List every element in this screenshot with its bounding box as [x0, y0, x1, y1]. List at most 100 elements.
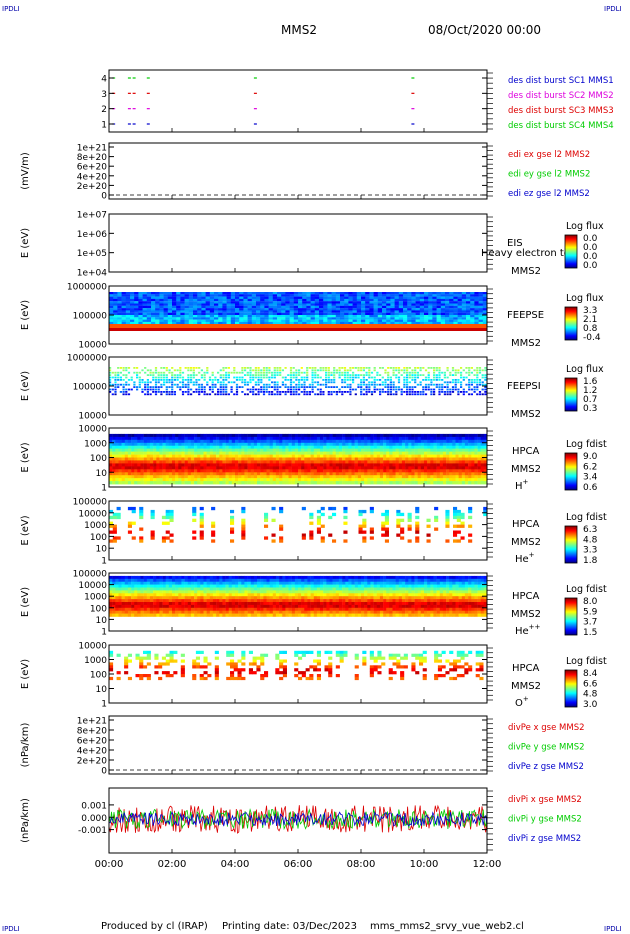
hpca-he2-charge: ++	[529, 623, 541, 631]
hpca-o-spacecraft: MMS2	[511, 681, 541, 692]
hpca-o-colorbar-tick-0: 8.4	[583, 669, 598, 679]
des-dist-legend-0: des dist burst SC1 MMS1	[508, 76, 614, 86]
divpi-legend-1: divPi y gse MMS2	[508, 815, 582, 825]
hpca-h-ytick-label-0: 1	[101, 484, 107, 494]
hpca-o-instrument: HPCA	[512, 663, 540, 674]
x-tick-label-3: 06:00	[284, 859, 313, 870]
hpca-o-ylabel: E (eV)	[20, 659, 31, 689]
hpca-he2-ytick-label-2: 100	[90, 604, 107, 614]
hpca-he1-colorbar-tick-0: 6.3	[583, 525, 597, 535]
hpca-he2-ytick-label-5: 100000	[73, 570, 108, 580]
hpca-he1-colorbar	[564, 525, 578, 564]
edi-legend-0: edi ex gse l2 MMS2	[508, 150, 590, 160]
x-tick-label-4: 08:00	[347, 859, 376, 870]
eis-ylabel: E (eV)	[20, 228, 31, 258]
des-dist-ytick-label-0: 1	[101, 121, 107, 131]
hpca-o-charge: +	[523, 695, 529, 703]
hpca-he1-ytick-label-4: 10000	[78, 509, 107, 519]
panel-hpca-h: 1 10 100 1000 10000 E (eV) HPCA MMS2 H+ Log fdist…	[20, 425, 607, 494]
hpca-he2-ytick-label-4: 10000	[78, 581, 107, 591]
feepse-colorbar-title: Log flux	[566, 293, 604, 304]
footer-printing-date: Printing date: 03/Dec/2023	[222, 921, 358, 932]
feepsi-frame	[108, 356, 488, 416]
eis-ytick-label-2: 1e+06	[77, 230, 108, 240]
divpe-legend-0: divPe x gse MMS2	[508, 723, 585, 733]
corner-label-top-right: IPDLI	[604, 5, 622, 13]
hpca-he1-colorbar-title: Log fdist	[566, 512, 607, 523]
hpca-he2-ytick-label-0: 1	[101, 628, 107, 638]
panel-hpca-o: 1 10 100 1000 10000 E (eV) HPCA MMS2 O+ Log fdist…	[20, 642, 607, 711]
divpi-series-0	[108, 804, 488, 834]
hpca-he2-colorbar	[564, 597, 578, 636]
header-spacecraft: MMS2	[281, 23, 317, 37]
hpca-h-charge: +	[523, 478, 529, 486]
divpe-legend-2: divPe z gse MMS2	[508, 762, 584, 772]
feepse-ytick-label-0: 10000	[78, 341, 107, 351]
des-dist-legend-1: des dist burst SC2 MMS2	[508, 91, 614, 101]
hpca-o-ytick-label-1: 10	[96, 685, 108, 695]
feepsi-colorbar-title: Log flux	[566, 364, 604, 375]
edi-ytick-label-2: 4e+20	[77, 172, 108, 182]
feepse-colorbar-tick-2: 0.8	[583, 324, 598, 334]
feepsi-colorbar-tick-2: 0.7	[583, 395, 597, 405]
hpca-o-ytick-label-3: 1000	[84, 656, 107, 666]
divpi-legend-2: divPi z gse MMS2	[508, 834, 581, 844]
hpca-o-colorbar	[564, 669, 578, 708]
hpca-he2-colorbar-tick-1: 5.9	[583, 607, 598, 617]
panel-eis: 1e+04 1e+05 1e+06 1e+07 E (eV) EIS MMS2 Heavy e…	[20, 211, 604, 279]
divpi-ytick-label-0: -0.001	[78, 826, 107, 836]
divpe-ytick-label-2: 4e+20	[77, 747, 108, 757]
hpca-he1-spacecraft: MMS2	[511, 537, 541, 548]
edi-ylabel: (mV/m)	[20, 152, 31, 190]
eis-ytick-label-3: 1e+07	[77, 211, 107, 221]
x-tick-label-0: 00:00	[95, 859, 124, 870]
hpca-h-ylabel: E (eV)	[20, 442, 31, 472]
feepsi-ylabel: E (eV)	[20, 371, 31, 401]
hpca-he1-colorbar-tick-2: 3.3	[583, 546, 597, 556]
hpca-h-colorbar-tick-3: 0.6	[583, 483, 598, 493]
eis-colorbar-title: Log flux	[566, 221, 604, 232]
eis-colorbar-tick-2: 0.0	[583, 252, 598, 262]
hpca-he1-ylabel: E (eV)	[20, 515, 31, 545]
eis-colorbar	[564, 234, 578, 269]
divpe-ytick-label-3: 6e+20	[77, 737, 108, 747]
hpca-he2-instrument: HPCA	[512, 591, 540, 602]
edi-ytick-label-5: 1e+21	[77, 144, 107, 154]
hpca-he1-ytick-label-1: 10	[96, 545, 108, 555]
divpi-ylabel: (nPa/km)	[20, 798, 31, 843]
hpca-h-species: H+	[515, 478, 529, 492]
des-dist-ytick-label-1: 2	[101, 105, 107, 115]
feepse-colorbar-tick-3: -0.4	[583, 333, 601, 343]
hpca-o-ytick-label-2: 100	[90, 671, 107, 681]
divpe-ylabel: (nPa/km)	[20, 723, 31, 768]
feepsi-colorbar-tick-3: 0.3	[583, 404, 597, 414]
corner-label-bottom-right: IPDLI	[604, 925, 622, 933]
eis-colorbar-tick-1: 0.0	[583, 243, 598, 253]
edi-ytick-label-0: 0	[101, 192, 107, 202]
hpca-h-colorbar	[564, 452, 578, 491]
x-tick-label-1: 02:00	[158, 859, 187, 870]
hpca-h-spacecraft: MMS2	[511, 464, 541, 475]
x-tick-label-2: 04:00	[221, 859, 250, 870]
hpca-he2-ylabel: E (eV)	[20, 587, 31, 617]
divpe-ytick-label-4: 8e+20	[77, 727, 108, 737]
feepsi-ytick-label-0: 10000	[78, 412, 107, 422]
hpca-h-ytick-label-1: 10	[96, 469, 108, 479]
eis-colorbar-tick-0: 0.0	[583, 234, 598, 244]
hpca-o-ytick-label-4: 10000	[78, 642, 107, 652]
edi-ytick-label-4: 8e+20	[77, 153, 108, 163]
footer-script-name: mms_mms2_srvy_vue_web2.cl	[370, 921, 524, 932]
feepse-ytick-label-2: 1000000	[67, 283, 107, 293]
panel-feepse: 10000 100000 1000000 E (eV) FEEPSE MMS2 Log fl…	[20, 283, 604, 351]
hpca-h-ytick-label-4: 10000	[78, 425, 107, 435]
divpe-ytick-label-0: 0	[101, 767, 107, 777]
hpca-h-colorbar-tick-2: 3.4	[583, 473, 598, 483]
hpca-he1-ytick-label-3: 1000	[84, 521, 107, 531]
hpca-he2-colorbar-tick-0: 8.0	[583, 597, 598, 607]
edi-ytick-label-3: 6e+20	[77, 163, 108, 173]
panel-divpi: -0.001 0.000 0.001 (nPa/km) divPi x gse MMS2…	[20, 787, 582, 854]
hpca-he2-spacecraft: MMS2	[511, 609, 541, 620]
